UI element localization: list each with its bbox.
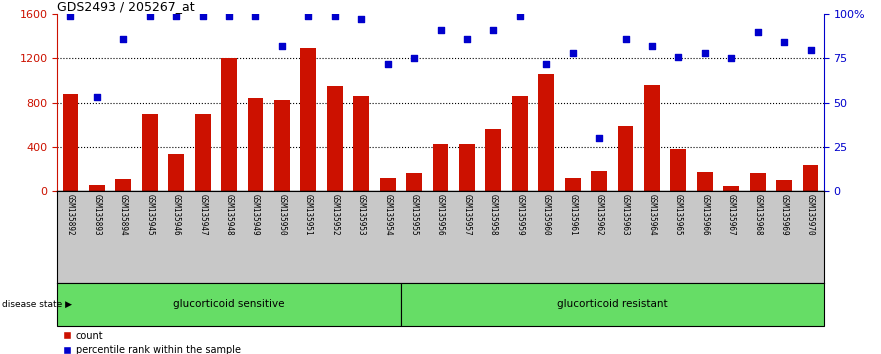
Text: GSM135968: GSM135968 [753,194,762,235]
Point [248,13,263,19]
Bar [57,283,401,326]
Text: GSM135946: GSM135946 [172,194,181,235]
Point [539,61,553,67]
Bar [644,85,660,191]
Text: GSM135950: GSM135950 [278,194,286,235]
Bar [221,58,237,191]
Point [63,13,78,19]
Text: disease state ▶: disease state ▶ [2,300,71,309]
Bar [512,96,528,191]
Bar [327,86,343,191]
Text: GSM135952: GSM135952 [330,194,339,235]
Text: GSM135955: GSM135955 [410,194,418,235]
Text: GSM135953: GSM135953 [357,194,366,235]
Point [698,50,712,56]
Bar [803,165,818,191]
Text: GSM135959: GSM135959 [515,194,524,235]
Point [671,54,685,59]
Point [116,36,130,42]
Text: GSM135948: GSM135948 [225,194,233,235]
Bar [538,74,554,191]
Text: GSM135951: GSM135951 [304,194,313,235]
Bar [459,144,475,191]
Point [90,95,104,100]
Bar [401,283,824,326]
Text: GSM135967: GSM135967 [727,194,736,235]
Text: GSM135969: GSM135969 [780,194,788,235]
Text: glucorticoid resistant: glucorticoid resistant [557,299,668,309]
Bar [670,149,686,191]
Point [566,50,580,56]
Bar [63,94,78,191]
Point [143,13,157,19]
Bar [565,178,581,191]
Text: GSM135966: GSM135966 [700,194,709,235]
Point [803,47,818,52]
Point [751,29,765,35]
Point [645,43,659,49]
Bar [248,98,263,191]
Bar [723,185,739,191]
Bar [353,96,369,191]
Bar [591,171,607,191]
Bar [697,172,713,191]
Point [513,13,527,19]
Point [169,13,183,19]
Point [301,13,315,19]
Bar [776,180,792,191]
Text: GSM135960: GSM135960 [542,194,551,235]
Bar [89,185,105,191]
Bar [142,114,158,191]
Point [196,13,210,19]
Bar [168,154,184,191]
Text: GSM135965: GSM135965 [674,194,683,235]
Point [460,36,474,42]
Point [486,27,500,33]
Text: GSM135949: GSM135949 [251,194,260,235]
Point [222,13,236,19]
Point [381,61,395,67]
Text: GSM135954: GSM135954 [383,194,392,235]
Text: GSM135970: GSM135970 [806,194,815,235]
Point [354,17,368,22]
Point [618,36,633,42]
Text: GSM135962: GSM135962 [595,194,603,235]
Text: GSM135947: GSM135947 [198,194,207,235]
Bar [195,114,211,191]
Point [724,56,738,61]
Legend: count, percentile rank within the sample: count, percentile rank within the sample [63,331,241,354]
Text: GSM135894: GSM135894 [119,194,128,235]
Text: glucorticoid sensitive: glucorticoid sensitive [174,299,285,309]
Bar [300,48,316,191]
Point [433,27,448,33]
Point [328,13,342,19]
Text: GSM135892: GSM135892 [66,194,75,235]
Text: GSM135956: GSM135956 [436,194,445,235]
Text: GSM135957: GSM135957 [463,194,471,235]
Text: GSM135961: GSM135961 [568,194,577,235]
Point [592,135,606,141]
Bar [485,129,501,191]
Text: GSM135893: GSM135893 [93,194,101,235]
Text: GSM135964: GSM135964 [648,194,656,235]
Bar [618,126,633,191]
Text: GSM135958: GSM135958 [489,194,498,235]
Point [407,56,421,61]
Bar [380,178,396,191]
Text: GSM135963: GSM135963 [621,194,630,235]
Point [777,40,791,45]
Bar [406,173,422,191]
Point [275,43,289,49]
Text: GSM135945: GSM135945 [145,194,154,235]
Text: GDS2493 / 205267_at: GDS2493 / 205267_at [57,0,195,13]
Bar [433,144,448,191]
Bar [750,173,766,191]
Bar [115,179,131,191]
Bar [274,101,290,191]
